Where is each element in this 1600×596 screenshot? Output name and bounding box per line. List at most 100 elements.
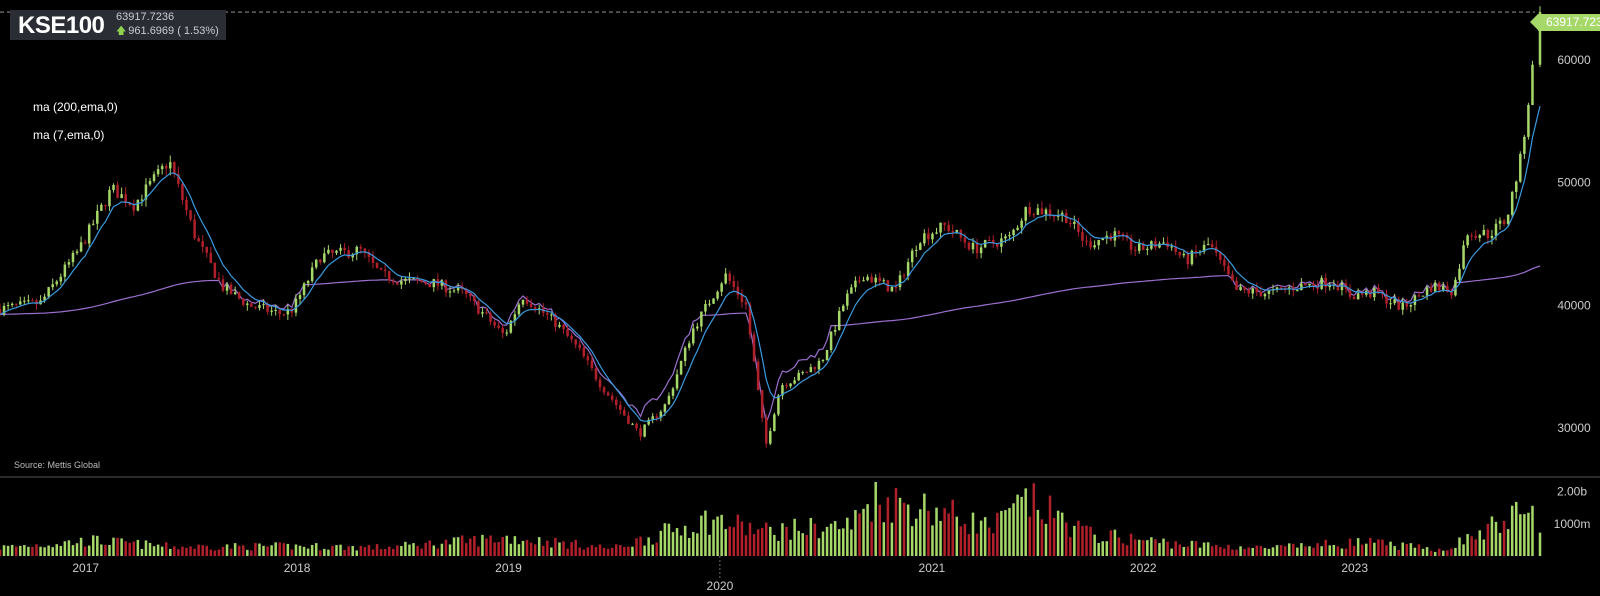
legend-ma-long[interactable]: ma (200,ema,0) (33, 100, 118, 114)
candle-body (432, 279, 436, 288)
volume-bar (537, 537, 541, 556)
candle-body (1385, 294, 1388, 304)
candle-body (404, 278, 407, 282)
volume-bar (1064, 522, 1068, 556)
candle-body (298, 295, 302, 299)
volume-tick-label: 1000m (1554, 517, 1591, 531)
volume-bar (683, 525, 687, 556)
candle-body (396, 282, 399, 285)
candle-body (586, 356, 590, 361)
candle-body (1267, 290, 1271, 294)
volume-bar (132, 541, 136, 556)
candle-body (43, 296, 46, 301)
volume-bar (59, 545, 63, 556)
candle-body (1429, 287, 1433, 292)
volume-bar (213, 550, 217, 556)
candle-body (1008, 235, 1011, 237)
candle-body (692, 328, 695, 344)
candle-body (566, 329, 569, 336)
candle-body (732, 280, 736, 287)
candle-body (1081, 231, 1084, 241)
volume-bar (862, 508, 865, 556)
candle-body (590, 360, 594, 369)
volume-bar (533, 544, 537, 556)
candle-body (1454, 279, 1457, 296)
candle-body (1040, 208, 1044, 215)
volume-bar (1024, 488, 1027, 556)
volume-bar (525, 540, 529, 556)
volume-bar (1016, 494, 1019, 556)
candle-body (898, 275, 902, 288)
volume-bar (878, 504, 882, 556)
candle-body (643, 424, 646, 437)
volume-bar (793, 518, 796, 556)
volume-bar (347, 546, 350, 556)
candle-body (890, 286, 894, 292)
candle-body (704, 303, 707, 312)
volume-bar (635, 538, 638, 556)
volume-bar (254, 543, 257, 556)
volume-bar (963, 523, 967, 556)
candle-body (371, 256, 375, 263)
volume-bar (1275, 545, 1279, 556)
candle-body (262, 304, 265, 306)
volume-bar (1044, 523, 1048, 556)
volume-bar (282, 543, 286, 556)
candle-body (169, 162, 172, 169)
candle-body (294, 298, 298, 313)
volume-bar (1425, 547, 1429, 556)
volume-bar (764, 522, 768, 556)
candle-body (1474, 235, 1477, 238)
candle-body (387, 270, 391, 281)
candle-body (0, 309, 2, 315)
volume-bar (773, 534, 776, 556)
candle-body (1073, 221, 1076, 224)
volume-bar (379, 549, 383, 556)
volume-bar (306, 548, 310, 556)
candle-body (825, 349, 829, 360)
x-tick-label: 2019 (495, 561, 522, 575)
candle-body (558, 324, 561, 327)
candle-body (1223, 259, 1226, 266)
volume-bar (1170, 548, 1173, 556)
volume-bar (752, 534, 756, 556)
candle-body (408, 278, 411, 280)
candle-body (63, 264, 67, 277)
candle-body (1024, 207, 1027, 221)
volume-bar (27, 546, 30, 556)
candle-body (546, 312, 549, 315)
volume-bar (201, 545, 204, 556)
candle-body (809, 367, 813, 373)
candle-body (1174, 246, 1177, 252)
candle-body (773, 414, 776, 432)
volume-bar (975, 533, 979, 556)
volume-bar (805, 534, 809, 556)
volume-bar (1271, 547, 1275, 556)
volume-bar (578, 547, 582, 556)
volume-bar (343, 549, 346, 556)
volume-bar (769, 526, 772, 556)
candle-body (51, 284, 54, 288)
candle-body (939, 222, 942, 233)
candle-body (1519, 153, 1522, 182)
candle-body (258, 305, 261, 308)
volume-bar (274, 542, 277, 556)
volume-bar (1466, 534, 1469, 556)
candle-body (785, 385, 788, 387)
candle-body (894, 286, 898, 288)
volume-bar (1381, 539, 1384, 556)
candle-body (250, 303, 253, 307)
volume-bar (829, 523, 833, 556)
volume-bar (801, 533, 804, 556)
candle-body (331, 249, 334, 253)
volume-bar (1210, 546, 1214, 556)
candle-body (967, 242, 971, 250)
legend-ma-short[interactable]: ma (7,ema,0) (33, 128, 105, 142)
volume-bar (43, 547, 46, 556)
candle-body (862, 280, 865, 282)
candle-body (59, 276, 63, 282)
x-tick-label: 2020 (707, 579, 734, 593)
y-tick-label: 60000 (1557, 53, 1591, 67)
volume-bar (1454, 547, 1457, 556)
volume-bar (854, 510, 857, 556)
